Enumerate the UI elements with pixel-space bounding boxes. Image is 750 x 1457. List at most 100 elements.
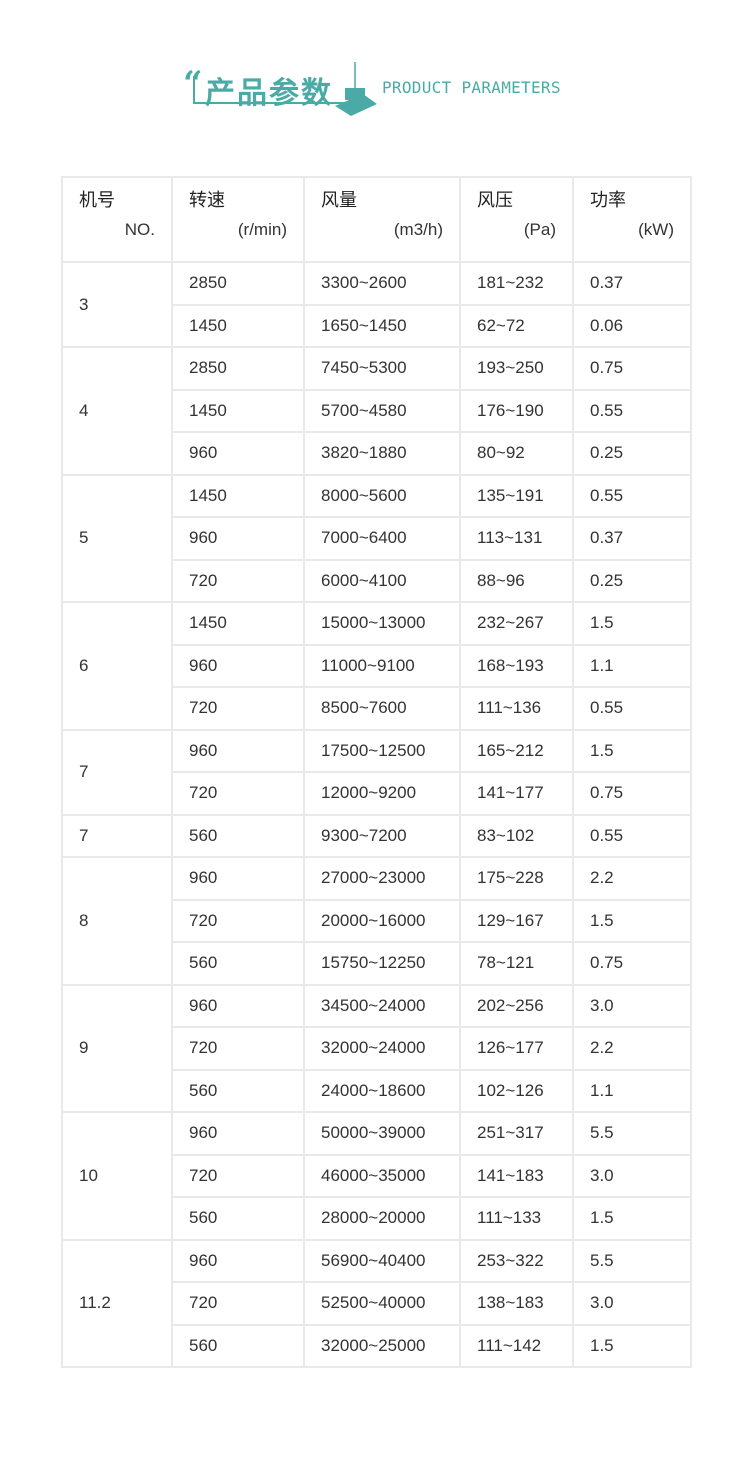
airflow-cell: 46000~35000 (303, 1153, 461, 1198)
pressure-cell: 141~183 (459, 1153, 574, 1198)
pressure-cell: 232~267 (459, 601, 574, 646)
airflow-cell: 7000~6400 (303, 516, 461, 561)
table-row: 5 1450 8000~5600 135~191 0.55 (61, 473, 692, 603)
power-cell: 0.55 (572, 473, 692, 518)
table-row: 720 12000~9200 141~177 0.75 (62, 771, 692, 816)
header-speed: 转速 (r/min) (171, 176, 305, 263)
model-no-cell: 8 (61, 856, 173, 986)
header-label: 机号 (79, 190, 115, 210)
airflow-cell: 3300~2600 (303, 261, 461, 306)
table-row: 560 24000~18600 102~126 1.1 (62, 1068, 692, 1113)
speed-cell: 720 (171, 1026, 305, 1071)
pressure-cell: 80~92 (459, 431, 574, 476)
airflow-cell: 8500~7600 (303, 686, 461, 731)
airflow-cell: 1650~1450 (303, 303, 461, 348)
power-cell: 0.75 (572, 346, 692, 391)
speed-cell: 560 (171, 1323, 305, 1368)
power-cell: 3.0 (572, 983, 692, 1028)
speed-cell: 1450 (171, 388, 305, 433)
airflow-cell: 15750~12250 (303, 941, 461, 986)
power-cell: 0.75 (572, 941, 692, 986)
airflow-cell: 6000~4100 (303, 558, 461, 603)
power-cell: 0.55 (572, 388, 692, 433)
pressure-cell: 83~102 (459, 813, 574, 858)
pressure-cell: 62~72 (459, 303, 574, 348)
book-hand-icon (335, 62, 377, 116)
power-cell: 2.2 (572, 1026, 692, 1071)
airflow-cell: 9300~7200 (303, 813, 461, 858)
speed-cell: 960 (171, 431, 305, 476)
airflow-cell: 11000~9100 (303, 643, 461, 688)
table-row: 7 560 9300~7200 83~102 0.55 (61, 813, 692, 858)
table-row: 9 960 34500~24000 202~256 3.0 (61, 983, 692, 1113)
speed-cell: 720 (171, 898, 305, 943)
power-cell: 1.5 (572, 601, 692, 646)
table-row: 560 15750~12250 78~121 0.75 (62, 941, 692, 986)
power-cell: 3.0 (572, 1281, 692, 1326)
table-row: 3 2850 3300~2600 181~232 0.37 (61, 261, 692, 348)
divider (193, 76, 195, 104)
model-no-cell: 7 (61, 813, 173, 858)
speed-cell: 960 (171, 856, 305, 901)
airflow-cell: 28000~20000 (303, 1196, 461, 1241)
speed-cell: 2850 (171, 261, 305, 306)
header-label: 转速 (189, 190, 225, 210)
speed-cell: 960 (171, 1238, 305, 1283)
table-row: 11.2 960 56900~40400 253~322 5.5 (61, 1238, 692, 1368)
power-cell: 0.06 (572, 303, 692, 348)
model-no-cell: 6 (61, 601, 173, 731)
airflow-cell: 27000~23000 (303, 856, 461, 901)
airflow-cell: 32000~24000 (303, 1026, 461, 1071)
pressure-cell: 78~121 (459, 941, 574, 986)
power-cell: 0.37 (572, 516, 692, 561)
power-cell: 0.25 (572, 558, 692, 603)
airflow-cell: 8000~5600 (303, 473, 461, 518)
power-cell: 0.55 (572, 686, 692, 731)
table-row: 8 960 27000~23000 175~228 2.2 (61, 856, 692, 986)
table-row: 960 11000~9100 168~193 1.1 (62, 643, 692, 688)
speed-cell: 960 (171, 643, 305, 688)
airflow-cell: 3820~1880 (303, 431, 461, 476)
pressure-cell: 88~96 (459, 558, 574, 603)
header-unit: (Pa) (523, 220, 556, 239)
airflow-cell: 20000~16000 (303, 898, 461, 943)
table-row: 720 8500~7600 111~136 0.55 (62, 686, 692, 731)
pressure-cell: 111~133 (459, 1196, 574, 1241)
power-cell: 5.5 (572, 1111, 692, 1156)
pressure-cell: 165~212 (459, 728, 574, 773)
pressure-cell: 168~193 (459, 643, 574, 688)
pressure-cell: 253~322 (459, 1238, 574, 1283)
pressure-cell: 113~131 (459, 516, 574, 561)
header-label: 风压 (477, 190, 513, 210)
pressure-cell: 202~256 (459, 983, 574, 1028)
pressure-cell: 175~228 (459, 856, 574, 901)
table-row: 7 960 17500~12500 165~212 1.5 (61, 728, 692, 816)
section-title-banner: “ 产品参数 PRODUCT PARAMETERS (183, 62, 573, 122)
table-row: 960 7000~6400 113~131 0.37 (62, 516, 692, 561)
airflow-cell: 12000~9200 (303, 771, 461, 816)
speed-cell: 720 (171, 558, 305, 603)
airflow-cell: 5700~4580 (303, 388, 461, 433)
pressure-cell: 141~177 (459, 771, 574, 816)
table-row: 720 32000~24000 126~177 2.2 (62, 1026, 692, 1071)
pressure-cell: 102~126 (459, 1068, 574, 1113)
pressure-cell: 251~317 (459, 1111, 574, 1156)
divider (193, 102, 353, 104)
table-row: 720 52500~40000 138~183 3.0 (62, 1281, 692, 1326)
header-unit: (m3/h) (393, 220, 443, 239)
power-cell: 1.5 (572, 728, 692, 773)
table-row: 720 6000~4100 88~96 0.25 (62, 558, 692, 603)
speed-cell: 1450 (171, 601, 305, 646)
model-no-cell: 11.2 (61, 1238, 173, 1368)
product-parameters-table: 机号 NO. 转速 (r/min) 风量 (m3/h) 风压 (Pa) 功率 (kW) 3… (61, 176, 692, 1368)
table-header-row: 机号 NO. 转速 (r/min) 风量 (m3/h) 风压 (Pa) 功率 (kW) (61, 176, 692, 263)
model-no-cell: 5 (61, 473, 173, 603)
pressure-cell: 181~232 (459, 261, 574, 306)
speed-cell: 560 (171, 813, 305, 858)
speed-cell: 1450 (171, 473, 305, 518)
table-row: 560 28000~20000 111~133 1.5 (62, 1196, 692, 1241)
speed-cell: 960 (171, 728, 305, 773)
table-row: 1450 1650~1450 62~72 0.06 (62, 303, 692, 348)
pressure-cell: 129~167 (459, 898, 574, 943)
speed-cell: 960 (171, 516, 305, 561)
